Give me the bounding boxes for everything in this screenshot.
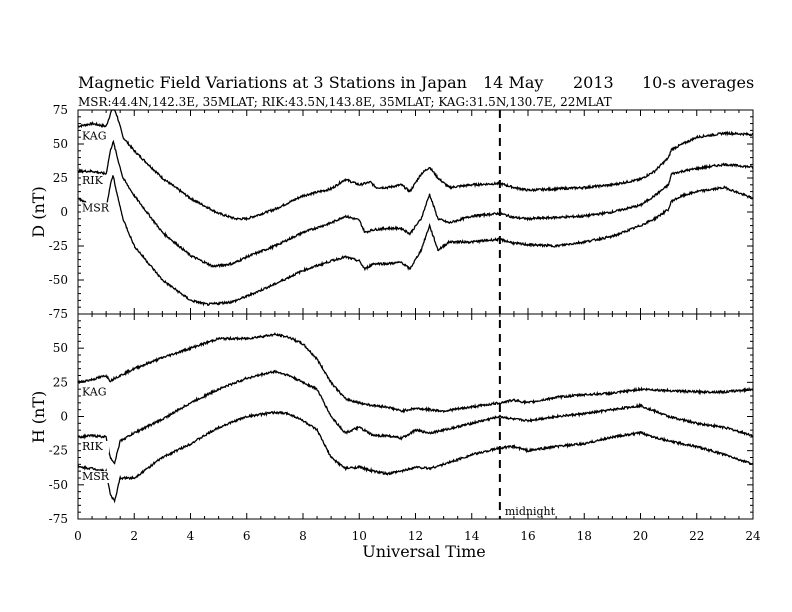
h-y-tick-label: -75 [49, 512, 68, 526]
d-series-rik [77, 139, 754, 268]
x-tick-label: 10 [352, 529, 367, 543]
h-label-bg-rik [81, 441, 109, 453]
h-y-ticks: 50 25 0 -25 -50 -75 [49, 313, 753, 526]
h-y-tick-label: -50 [49, 478, 68, 492]
chart-date: 14 May [483, 73, 543, 92]
d-y-tick-label: 25 [53, 171, 68, 185]
d-x-ticks [77, 110, 754, 314]
h-y-tick-label: 25 [53, 375, 68, 389]
x-tick-label: 6 [243, 529, 251, 543]
x-tick-label: 8 [299, 529, 307, 543]
x-tick-label: 16 [520, 529, 535, 543]
d-label-bg-kag [81, 130, 109, 143]
d-panel-frame [77, 109, 754, 315]
x-axis-title: Universal Time [362, 542, 485, 561]
d-label-msr: MSR [82, 201, 110, 214]
h-y-tick-label: -25 [49, 444, 68, 458]
d-y-tick-label: 50 [53, 137, 68, 151]
x-tick-label: 14 [464, 529, 480, 543]
h-y-axis-title: H (nT) [29, 391, 48, 444]
x-tick-label: 12 [408, 529, 423, 543]
x-tick-label: 20 [633, 529, 648, 543]
x-tick-label: 0 [74, 529, 82, 543]
d-series-kag [77, 109, 754, 222]
d-series-msr [77, 175, 754, 307]
d-label-rik: RIK [82, 174, 104, 187]
x-tick-label: 24 [745, 529, 761, 543]
h-series-kag [77, 332, 754, 414]
h-label-msr: MSR [82, 470, 110, 483]
d-component-panel: D (nT) 75 50 25 0 -25 -50 -75 KAG RIK MSR [29, 103, 754, 321]
h-y-tick-label: 0 [60, 410, 68, 424]
chart-year: 2013 [573, 73, 614, 92]
x-tick-label: 2 [130, 529, 138, 543]
h-y-tick-label: 50 [53, 341, 68, 355]
d-label-bg-msr [81, 202, 109, 215]
h-panel-frame [77, 313, 754, 520]
d-label-bg-rik [81, 175, 109, 188]
chart-subtitle-stations: MSR:44.4N,142.3E, 35MLAT; RIK:43.5N,143.… [78, 95, 612, 109]
d-label-kag: KAG [82, 129, 107, 142]
d-y-tick-label: 75 [53, 103, 68, 117]
h-label-bg-kag [81, 386, 109, 399]
h-label-kag: KAG [82, 385, 107, 398]
d-y-axis-title: D (nT) [29, 186, 48, 237]
x-tick-label: 18 [577, 529, 592, 543]
h-series-msr [77, 410, 754, 504]
d-y-tick-label: -25 [49, 239, 68, 253]
x-tick-label: 4 [187, 529, 195, 543]
d-y-tick-label: -50 [49, 273, 68, 287]
midnight-annotation: midnight [505, 505, 556, 518]
h-series-group [77, 332, 754, 504]
d-y-tick-label: -75 [49, 307, 68, 321]
h-station-labels: KAG RIK MSR [81, 385, 110, 484]
h-series-rik [77, 369, 754, 465]
chart-title: Magnetic Field Variations at 3 Stations … [78, 73, 467, 92]
h-x-ticks: 0 2 4 6 8 10 12 14 16 18 20 22 24 [74, 314, 761, 543]
d-station-labels: KAG RIK MSR [81, 129, 110, 215]
d-y-ticks: 75 50 25 0 -25 -50 -75 [49, 103, 753, 321]
h-label-bg-msr [81, 471, 109, 484]
x-tick-label: 22 [689, 529, 704, 543]
h-label-rik: RIK [82, 440, 104, 453]
chart-averaging: 10-s averages [642, 73, 754, 92]
d-series-group [77, 109, 754, 307]
d-y-tick-label: 0 [60, 205, 68, 219]
